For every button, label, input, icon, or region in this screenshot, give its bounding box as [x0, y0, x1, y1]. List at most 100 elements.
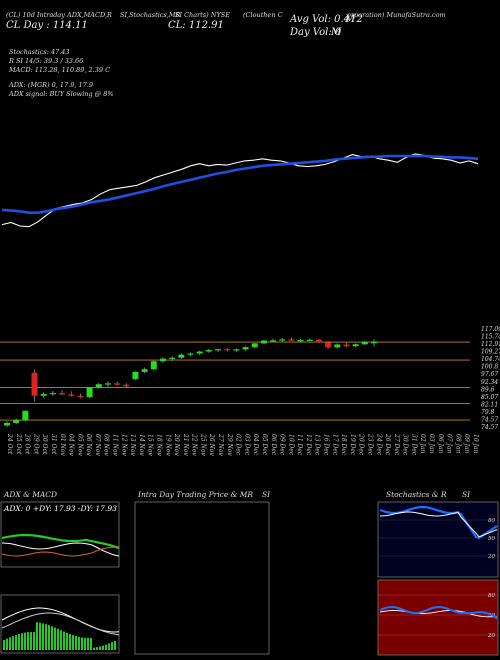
macd-histogram-bar	[108, 643, 110, 650]
candle-body	[288, 339, 295, 341]
date-tick-label: 06 Nov	[85, 434, 92, 456]
date-tick-label: 13 Dec	[314, 434, 321, 456]
candle-body	[159, 358, 166, 362]
macd-histogram-bar	[9, 637, 11, 650]
candle-body	[325, 342, 332, 348]
plus-di-line	[1, 533, 120, 550]
date-tick-label: 20 Dec	[358, 433, 365, 456]
date-tick-label: 18 Dec	[340, 434, 347, 456]
macd-histogram-bar	[60, 630, 62, 650]
date-tick-label: 03 Jan	[428, 434, 435, 454]
date-tick-label: 10 Jan	[472, 434, 479, 454]
day-close-label: CL Day : 114.11	[6, 20, 88, 31]
date-tick-label: 05 Nov	[76, 434, 83, 456]
date-tick-label: 29 Nov	[226, 433, 233, 456]
date-tick-label: 17 Dec	[331, 434, 338, 456]
macd-histogram-bar	[42, 623, 44, 650]
macd-histogram-bar	[21, 633, 23, 650]
candle-body	[13, 420, 20, 423]
macd-histogram-bar	[39, 622, 41, 650]
date-tick-label: 13 Nov	[129, 434, 136, 456]
price-tick-label: 85.07	[481, 394, 498, 401]
price-tick-label: 117.09	[481, 326, 500, 333]
macd-histogram-bar	[78, 636, 80, 650]
rsi-panel-frame	[377, 579, 499, 656]
rsi-signal-line	[379, 610, 498, 618]
date-tick-label: 27 Nov	[217, 433, 224, 456]
macd-histogram-bar	[33, 632, 35, 650]
main-price-chart: 117.09115.74112.91109.27104.74100.897.67…	[0, 153, 500, 456]
date-tick-label: 25 Nov	[199, 433, 206, 456]
rsi-tick-label: 20	[487, 633, 495, 639]
macd-histogram-bar	[102, 645, 104, 650]
date-tick-label: 05 Dec	[261, 434, 268, 456]
date-tick-label: 23 Dec	[366, 433, 373, 456]
candle-body	[59, 393, 66, 395]
macd-histogram-bar	[45, 624, 47, 650]
candle-body	[270, 340, 277, 342]
price-tick-label: 112.91	[481, 341, 500, 348]
macd-histogram-bar	[69, 634, 71, 650]
date-tick-label: 09 Jan	[463, 434, 470, 454]
candle-body	[178, 354, 185, 358]
price-tick-label: 115.74	[481, 334, 500, 341]
rsi-readout: R SI 14/5: 39.3 / 33.66	[9, 57, 84, 65]
date-tick-label: 09 Dec	[279, 434, 286, 456]
candle-body	[279, 339, 286, 341]
macd-histogram-bar	[66, 632, 68, 650]
candle-body	[251, 343, 258, 348]
candle-body	[141, 369, 148, 372]
candle-body	[95, 384, 102, 388]
date-tick-label: 16 Dec	[323, 434, 330, 456]
date-tick-label: 19 Dec	[349, 434, 356, 456]
macd-histogram-bar	[24, 632, 26, 650]
date-tick-label: 26 Dec	[384, 433, 391, 456]
candle-body	[205, 350, 212, 352]
date-tick-label: 06 Dec	[270, 434, 277, 456]
rsi-tick-label: 80	[488, 593, 495, 599]
adx-macd-title: ADX & MACD	[4, 490, 58, 499]
price-tick-label: 109.27	[481, 349, 500, 356]
moving-average-layer	[1, 153, 479, 228]
header-title-e: orporation) MunafaSutra.com	[347, 11, 446, 19]
price-tick-label: 74.57	[481, 424, 498, 431]
stoch-panel-frame	[377, 501, 499, 578]
macd-histogram-bar	[111, 642, 113, 650]
header-title: (CL) 10d Intraday ADX,MACD,R	[6, 11, 112, 19]
macd-histogram-bar	[96, 647, 98, 650]
macd-histogram-bar	[18, 634, 20, 650]
date-tick-label: 11 Dec	[296, 434, 303, 456]
price-line	[1, 153, 479, 228]
candle-body	[242, 347, 249, 350]
candle-body	[22, 410, 29, 421]
stochastics-readout: Stochastics: 47.43	[9, 48, 70, 56]
ma-line	[1, 154, 479, 214]
day-vol-label: Day Vol: 0	[290, 27, 342, 38]
stoch-tick-label: 50	[488, 536, 495, 542]
date-tick-label: 04 Dec	[252, 434, 259, 456]
date-tick-label: 12 Nov	[120, 434, 127, 456]
date-axis-layer: 24 Oct 25 Oct 28 Oct 29 Oct 30 Oct 31 Oct 01 N…	[6, 433, 479, 456]
macd-histogram-bar	[51, 626, 53, 650]
macd-histogram-bar	[99, 646, 101, 650]
price-tick-label: 97.67	[481, 371, 498, 378]
header-title-b: SI,Stochastics,MR	[120, 11, 181, 19]
candle-body	[4, 422, 10, 426]
candle-body	[315, 339, 322, 343]
date-tick-label: 25 Oct	[15, 433, 22, 455]
adx-values-text: ADX: 0 +DY: 17.93 -DY: 17.93	[3, 504, 117, 513]
date-tick-label: 30 Dec	[402, 434, 409, 456]
date-tick-label: 07 Nov	[94, 434, 101, 456]
price-levels-layer	[0, 341, 470, 421]
avg-vol-label: Avg Vol: 0.412	[290, 14, 363, 25]
candle-body	[215, 349, 222, 351]
minus-di-line	[1, 546, 120, 557]
date-tick-label: 01 Nov	[59, 434, 66, 456]
date-tick-label: 14 Nov	[138, 434, 145, 456]
candle-body	[352, 344, 359, 347]
candle-body	[104, 383, 111, 385]
candles-layer	[4, 337, 377, 428]
candle-body	[132, 371, 139, 379]
date-tick-label: 24 Oct	[6, 433, 13, 455]
